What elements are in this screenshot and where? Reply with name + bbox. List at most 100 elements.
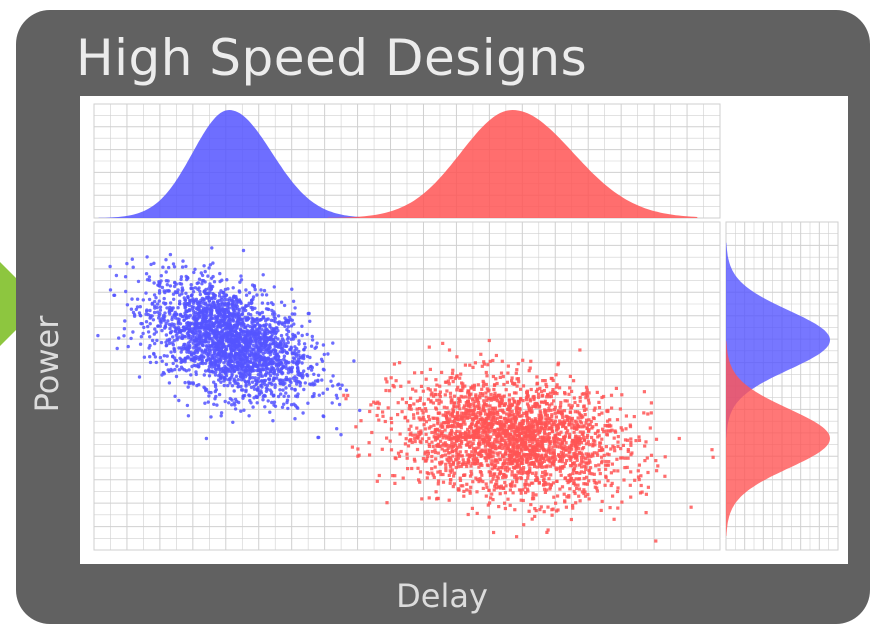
series-1-point — [596, 453, 600, 457]
series-1-point — [528, 366, 532, 370]
series-0-point — [230, 359, 234, 363]
series-1-point — [467, 433, 471, 437]
series-0-point — [202, 328, 206, 332]
series-0-point — [254, 382, 258, 386]
series-0-point — [179, 277, 183, 282]
series-1-point — [559, 457, 563, 461]
series-0-point — [160, 285, 165, 290]
series-1-point — [570, 404, 574, 408]
series-1-point — [508, 462, 513, 466]
series-1-point — [480, 364, 484, 368]
series-0-point — [206, 340, 211, 344]
series-0-point — [295, 366, 300, 370]
series-0-point — [185, 403, 190, 408]
series-1-point — [528, 443, 532, 447]
series-0-point — [259, 348, 263, 352]
series-0-point — [244, 293, 249, 297]
series-1-point — [575, 427, 579, 431]
series-0-point — [236, 384, 241, 389]
series-1-point — [528, 449, 533, 453]
series-1-point — [434, 406, 438, 410]
series-1-point — [502, 459, 506, 463]
series-1-point — [608, 418, 612, 422]
series-1-point — [420, 371, 424, 375]
series-1-point — [582, 424, 586, 428]
series-1-point — [472, 454, 476, 458]
series-1-point — [493, 472, 497, 476]
series-1-point — [504, 449, 508, 453]
series-1-point — [616, 469, 620, 473]
series-1-point — [510, 473, 514, 477]
series-0-point — [252, 356, 257, 361]
series-0-point — [246, 339, 250, 343]
series-1-point — [445, 443, 449, 447]
series-1-point — [567, 420, 571, 424]
series-0-point — [222, 376, 227, 380]
series-1-point — [526, 454, 531, 458]
series-0-point — [207, 390, 211, 394]
series-0-point — [270, 308, 274, 313]
series-0-point — [258, 318, 263, 322]
series-1-point — [494, 353, 498, 358]
series-1-point — [536, 426, 541, 430]
series-1-point — [472, 438, 476, 442]
series-1-point — [582, 404, 586, 408]
series-1-point — [519, 387, 523, 391]
series-1-point — [554, 509, 559, 513]
series-1-point — [564, 448, 568, 452]
series-0-point — [237, 342, 242, 347]
series-0-point — [223, 399, 227, 404]
series-1-point — [393, 481, 397, 485]
series-0-point — [244, 357, 248, 361]
series-0-point — [322, 352, 326, 357]
series-1-point — [430, 459, 434, 463]
series-1-point — [569, 517, 573, 522]
series-0-point — [212, 356, 217, 360]
series-1-point — [427, 496, 431, 500]
series-1-point — [564, 426, 568, 431]
series-1-point — [580, 465, 584, 469]
series-0-point — [153, 306, 157, 310]
series-0-point — [255, 395, 259, 399]
series-1-point — [440, 447, 444, 451]
series-1-point — [510, 470, 514, 474]
series-1-point — [513, 508, 517, 512]
series-1-point — [571, 462, 575, 466]
series-1-point — [522, 435, 526, 439]
series-0-point — [241, 329, 246, 333]
series-1-point — [629, 495, 633, 499]
series-1-point — [576, 423, 580, 427]
series-0-point — [287, 383, 292, 388]
series-0-point — [251, 405, 255, 409]
series-0-point — [262, 288, 267, 293]
series-1-point — [406, 419, 410, 423]
series-1-point — [503, 501, 507, 505]
series-1-point — [468, 425, 472, 429]
series-0-point — [247, 354, 252, 358]
series-1-point — [570, 426, 574, 430]
series-1-point — [607, 460, 611, 464]
series-1-point — [507, 393, 511, 397]
series-1-point — [383, 419, 387, 424]
series-1-point — [416, 466, 420, 470]
series-1-point — [551, 421, 556, 425]
series-1-point — [552, 399, 556, 403]
series-1-point — [529, 503, 533, 507]
series-1-point — [689, 505, 693, 509]
series-1-point — [570, 447, 574, 451]
series-1-point — [546, 528, 550, 532]
series-1-point — [555, 383, 559, 387]
series-1-point — [483, 444, 487, 448]
series-1-point — [569, 417, 573, 421]
series-1-point — [436, 411, 441, 415]
series-1-point — [493, 421, 498, 425]
series-1-point — [444, 462, 448, 466]
series-1-point — [508, 419, 512, 423]
series-1-point — [479, 411, 483, 415]
series-1-point — [543, 400, 547, 405]
series-1-point — [447, 444, 451, 448]
series-0-point — [340, 383, 344, 387]
series-0-point — [320, 378, 324, 382]
series-0-point — [280, 337, 285, 341]
series-1-point — [538, 409, 542, 413]
